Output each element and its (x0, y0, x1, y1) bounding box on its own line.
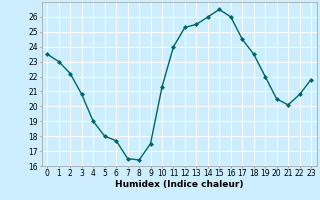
X-axis label: Humidex (Indice chaleur): Humidex (Indice chaleur) (115, 180, 244, 189)
